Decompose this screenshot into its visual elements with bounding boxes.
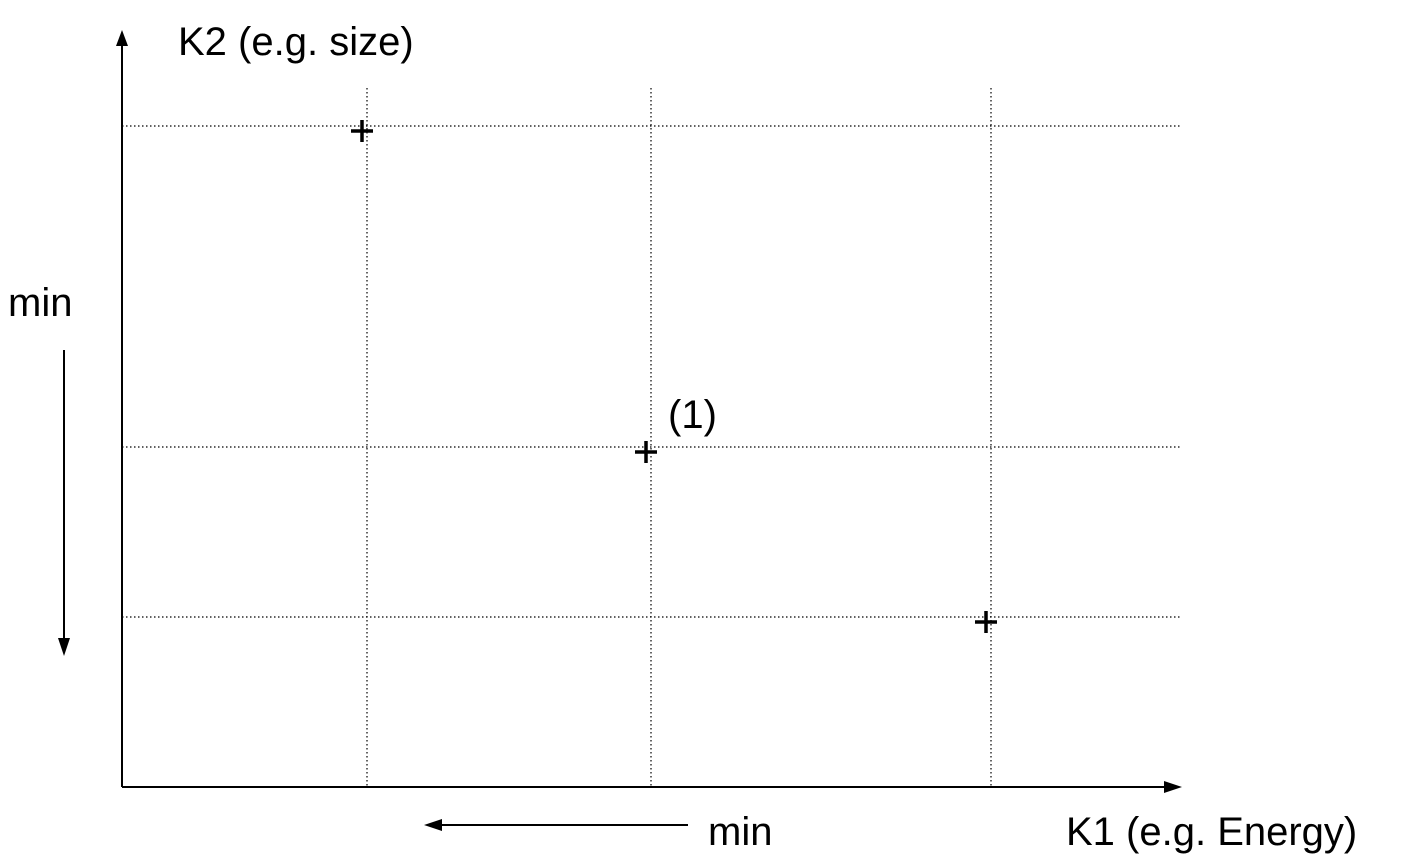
- x-axis-label: K1 (e.g. Energy): [1066, 810, 1358, 854]
- axes: [121, 44, 1166, 788]
- x-axis-arrowhead: [1164, 781, 1182, 793]
- grid: [122, 88, 1182, 786]
- y-axis-arrowhead: [116, 30, 128, 46]
- y-axis-label: K2 (e.g. size): [178, 20, 414, 64]
- y-min-label: min: [8, 281, 73, 325]
- point-label: (1): [668, 393, 717, 437]
- y-min-arrowhead: [58, 638, 70, 656]
- x-min-arrowhead: [424, 819, 442, 831]
- point-marker-1: [351, 120, 373, 142]
- point-marker-2: [635, 441, 657, 463]
- point-marker-3: [975, 611, 997, 633]
- x-min-label: min: [708, 810, 773, 854]
